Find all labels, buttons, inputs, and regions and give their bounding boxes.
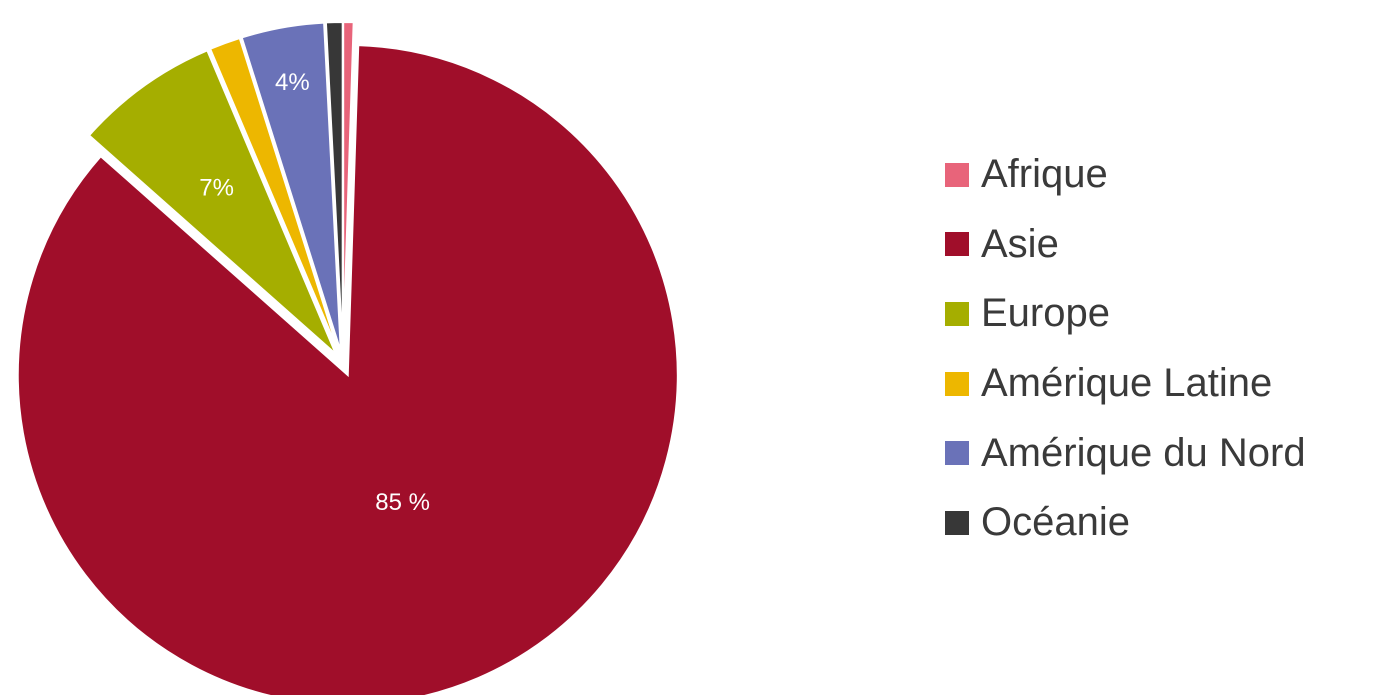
legend-item-afrique: Afrique [945,140,1306,210]
legend-label: Asie [981,221,1059,266]
pie-slices [16,21,679,695]
pie-slice-amerique-latine [208,36,340,354]
legend-label: Afrique [981,152,1108,197]
legend-item-europe: Europe [945,279,1306,349]
data-label-amerique-du-nord: 4% [275,69,310,96]
pie-slice-europe [87,49,337,356]
legend-swatch [945,371,969,396]
legend-swatch [945,301,969,326]
legend-item-amerique-du-nord: Amérique du Nord [945,418,1306,488]
pie-slice-oceanie [324,21,344,353]
legend-label: Europe [981,291,1110,336]
legend-swatch [945,441,969,466]
chart-legend: Afrique Asie Europe Amérique Latine Amérique… [945,140,1306,558]
legend-item-asie: Asie [945,210,1306,280]
data-label-europe: 7% [199,175,234,202]
legend-swatch [945,510,969,535]
legend-label: Amérique Latine [981,361,1273,406]
legend-swatch [945,232,969,257]
legend-swatch [945,162,969,187]
legend-item-amerique-latine: Amérique Latine [945,349,1306,419]
pie-data-labels: 85 % 7% 4% [199,69,430,516]
data-label-asie: 85 % [375,489,430,516]
pie-slice-amerique-du-nord [240,21,342,353]
legend-label: Océanie [981,500,1130,545]
legend-label: Amérique du Nord [981,430,1306,475]
legend-item-oceanie: Océanie [945,488,1306,558]
pie-slice-asie [16,44,679,695]
